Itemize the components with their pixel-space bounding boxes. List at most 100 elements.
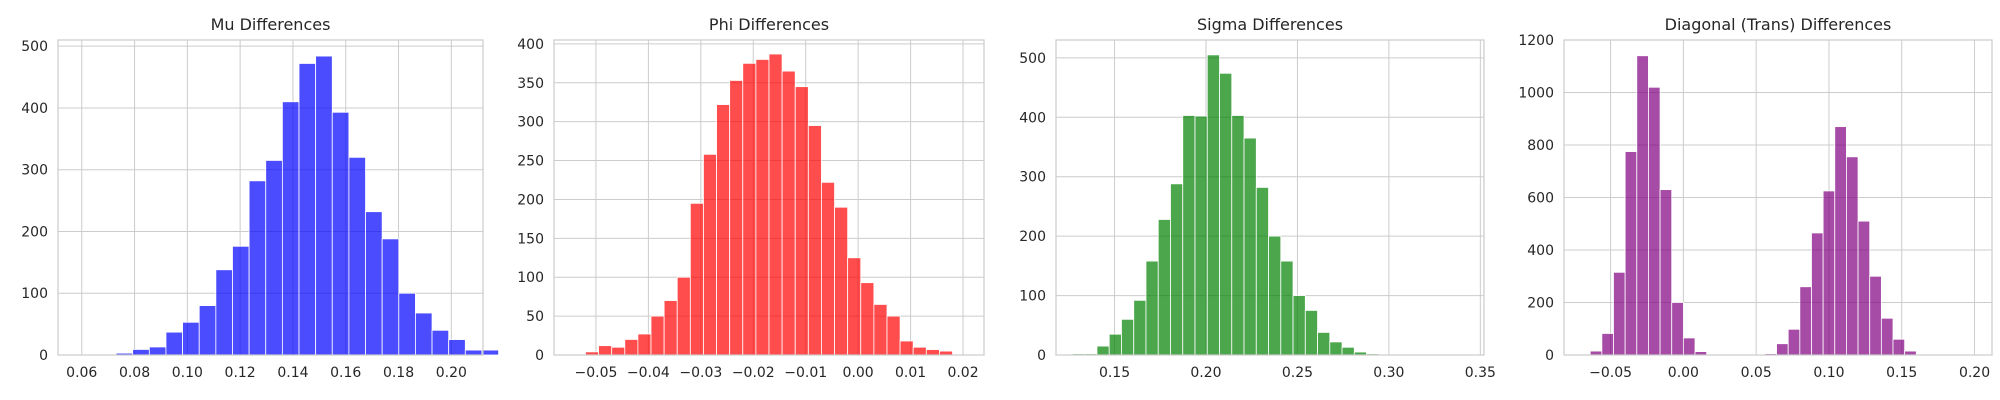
- histogram-bar: [148, 346, 167, 356]
- chart-panel-2: −0.05 −0.04 −0.03 −0.02 −0.01 0.00 0.01 0.02 0 50…: [517, 15, 985, 381]
- y-tick-label: 350: [517, 76, 544, 92]
- x-tick-label: 0.20: [1190, 365, 1221, 381]
- histogram-bar: [807, 125, 822, 356]
- histogram-bar: [1157, 219, 1171, 356]
- histogram-bar: [1243, 137, 1257, 356]
- histogram-bar: [1846, 156, 1859, 356]
- histogram-bar: [481, 349, 499, 356]
- y-tick-label: 0: [535, 348, 544, 364]
- y-tick-label: 0: [1545, 348, 1554, 364]
- histogram-bar: [1869, 275, 1882, 356]
- histogram-bar: [1133, 299, 1147, 356]
- histogram-bar: [1682, 337, 1696, 356]
- histogram-bar: [598, 345, 613, 356]
- x-tick-label: −0.05: [1589, 365, 1632, 381]
- histogram-bar: [703, 153, 717, 356]
- histogram-bar: [755, 59, 770, 356]
- chart-title: Mu Differences: [211, 15, 331, 34]
- histogram-bar: [1280, 260, 1294, 356]
- histogram-bar: [448, 339, 466, 356]
- x-tick-label: 0.18: [383, 365, 414, 381]
- histogram-bar: [415, 312, 433, 356]
- histogram-bar: [1219, 72, 1233, 356]
- y-tick-label: 200: [21, 224, 48, 240]
- y-tick-label: 1200: [1518, 33, 1554, 49]
- histogram-bar: [182, 321, 200, 356]
- histogram-bar: [1329, 341, 1343, 356]
- y-tick-label: 0: [39, 348, 48, 364]
- x-tick-label: 0.08: [119, 365, 150, 381]
- chart-title: Diagonal (Trans) Differences: [1665, 15, 1892, 34]
- histogram-bar: [1170, 183, 1184, 356]
- histogram-bar: [1182, 115, 1196, 356]
- y-tick-label: 300: [21, 163, 48, 179]
- x-tick-label: 0.15: [1886, 365, 1917, 381]
- chart-panel-4: −0.05 0.00 0.05 0.10 0.15 0.20 0 200 400 600 800 10…: [1518, 15, 1993, 381]
- histogram-bar: [348, 156, 366, 356]
- histogram-bar: [781, 70, 796, 356]
- y-tick-label: 600: [1527, 191, 1554, 207]
- histogram-bar: [729, 80, 744, 356]
- histogram-bar: [663, 300, 678, 356]
- histogram-bar: [1857, 220, 1871, 356]
- x-tick-label: 0.10: [172, 365, 203, 381]
- histogram-bar: [365, 211, 383, 356]
- histogram-bar: [886, 315, 901, 356]
- x-tick-label: 0.02: [947, 365, 978, 381]
- y-tick-label: 100: [1019, 289, 1046, 305]
- y-tick-label: 300: [1019, 170, 1046, 186]
- chart-panel-1: 0.06 0.08 0.10 0.12 0.14 0.16 0.18 0.20 0 100 200 3…: [21, 15, 499, 381]
- histogram-bar: [1096, 345, 1110, 356]
- histogram-bar: [1671, 302, 1684, 356]
- histogram-bar: [742, 62, 757, 356]
- x-tick-label: −0.04: [627, 365, 670, 381]
- histogram-bar: [912, 346, 927, 356]
- y-tick-label: 250: [517, 154, 544, 170]
- x-tick-label: 0.25: [1282, 365, 1313, 381]
- histogram-bar: [1892, 338, 1906, 356]
- histogram-bar: [1787, 328, 1801, 356]
- histogram-bar: [165, 331, 183, 356]
- histogram-bar: [834, 206, 849, 356]
- y-tick-label: 500: [1019, 51, 1046, 67]
- x-tick-label: 0.05: [1741, 365, 1772, 381]
- histogram-bar: [899, 340, 914, 356]
- histogram-bar: [1206, 54, 1220, 356]
- histogram-bar: [1292, 295, 1306, 356]
- histogram-bar: [1624, 151, 1638, 356]
- histogram-bar: [331, 111, 350, 356]
- x-tick-label: 0.12: [225, 365, 256, 381]
- histogram-bar: [1648, 86, 1661, 356]
- x-tick-label: 0.01: [895, 365, 926, 381]
- histogram-bar: [1613, 271, 1626, 356]
- y-tick-label: 100: [21, 286, 48, 302]
- histogram-bar: [1822, 190, 1836, 356]
- histogram-bar: [1636, 55, 1649, 356]
- histogram-bar: [794, 86, 809, 356]
- histogram-bar: [873, 304, 888, 356]
- x-tick-label: 0.10: [1813, 365, 1844, 381]
- histogram-bar: [1255, 186, 1269, 356]
- chart-title: Phi Differences: [709, 15, 829, 34]
- histogram-bar: [198, 305, 217, 356]
- histogram-bar: [650, 315, 665, 356]
- histogram-bar: [1601, 333, 1614, 356]
- histogram-bar: [1811, 232, 1824, 356]
- histogram-bar: [464, 349, 483, 356]
- x-tick-label: 0.00: [1668, 365, 1699, 381]
- histogram-bar: [265, 160, 283, 356]
- x-tick-label: 0.16: [330, 365, 361, 381]
- y-tick-label: 400: [1527, 243, 1554, 259]
- x-tick-label: 0.20: [436, 365, 467, 381]
- y-tick-label: 100: [517, 270, 544, 286]
- histogram-bar: [1659, 189, 1673, 356]
- x-tick-label: 0.35: [1465, 365, 1496, 381]
- x-tick-label: −0.02: [732, 365, 775, 381]
- plot-frame: [57, 39, 484, 356]
- histogram-bar: [248, 180, 267, 356]
- histogram-bar: [315, 55, 333, 356]
- histogram-bar: [925, 349, 940, 356]
- histogram-bar: [611, 346, 626, 356]
- histogram-bar: [1121, 318, 1135, 356]
